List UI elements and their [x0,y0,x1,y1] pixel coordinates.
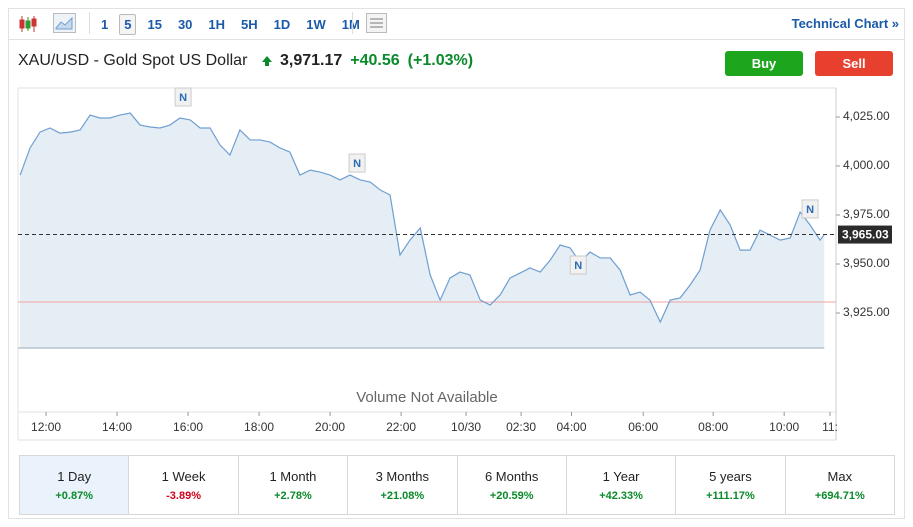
period-cell[interactable]: 1 Year +42.33% [567,456,677,514]
news-marker[interactable] [174,87,192,107]
period-cell[interactable]: 1 Week -3.89% [129,456,239,514]
x-tick-label: 02:30 [506,420,536,434]
period-cell[interactable]: 3 Months +21.08% [348,456,458,514]
widget-frame [8,8,905,519]
sell-button[interactable]: Sell [815,51,893,76]
news-marker[interactable] [348,153,366,173]
price-change: +40.56 [350,52,400,69]
separator [89,12,90,34]
y-tick-label: 3,950.00 [843,256,890,270]
period-cell[interactable]: 1 Day +0.87% [20,456,130,514]
interval-button[interactable]: 30 [177,17,193,32]
interval-group: 1 5 15 30 1H 5H 1D 1W 1M [96,14,365,35]
x-tick-label: 18:00 [244,420,274,434]
period-change: -3.89% [166,489,201,502]
up-arrow [262,56,272,66]
interval-button[interactable]: 1 [101,17,109,32]
x-tick-label: 06:00 [628,420,658,434]
news-marker-label: N [353,158,361,170]
period-table: 1 Day +0.87% 1 Week -3.89% 1 Month +2.78% 3 Mo… [19,455,895,515]
x-tick-label: 14:00 [102,420,132,434]
price-group: 3,971.17 +40.56 (+1.03%) [262,52,473,70]
x-tick-label: 22:00 [386,420,416,434]
x-tick-label: 08:00 [698,420,728,434]
period-cell[interactable]: 5 years +111.17% [676,456,786,514]
interval-button[interactable]: 1W [306,17,326,32]
y-tick-label: 4,000.00 [843,158,890,172]
interval-button[interactable]: 1M [341,17,360,32]
news-marker-label: N [574,260,582,272]
period-change: +42.33% [599,489,643,502]
current-price-box [838,225,892,244]
interval-button[interactable]: 1D [273,17,291,32]
period-change: +2.78% [274,489,312,502]
price-change-percent: (+1.03%) [407,52,474,69]
price: 3,971.17 [280,52,343,69]
period-change: +20.59% [489,489,534,502]
period-change: +111.17% [706,489,755,502]
y-tick-label: 3,925.00 [843,305,890,319]
news-marker[interactable] [569,255,587,275]
x-tick-label: 04:00 [556,420,586,434]
current-price-label: 3,965.03 [842,228,889,242]
x-tick-label: 16:00 [173,420,203,434]
period-label: 1 Month [269,468,317,484]
area-icon[interactable] [53,13,76,33]
x-tick-label: 10/30 [451,420,481,434]
x-tick-label: 10:00 [769,420,799,434]
instrument-title: XAU/USD - Gold Spot US Dollar [18,52,248,69]
x-tick-label: 20:00 [315,420,345,434]
period-label: 1 Day [57,468,92,484]
interval-button[interactable]: 5 [119,14,137,35]
news-marker-label: N [806,204,814,216]
period-change: +694.71% [814,489,865,502]
news-marker-label: N [179,92,187,104]
table-icon[interactable] [366,13,387,33]
chart: Investing.com3,925.003,950.003,975.004,0… [17,87,892,441]
y-tick-label: 3,975.00 [843,207,890,221]
candle-icon[interactable] [18,14,40,34]
x-tick-label: 12:00 [31,420,61,434]
separator [352,12,353,34]
volume-note: Volume Not Available [356,389,497,406]
y-tick-label: 4,025.00 [843,109,890,123]
period-label: 5 years [709,468,752,484]
period-cell[interactable]: 6 Months +20.59% [458,456,567,514]
area [20,113,825,348]
technical-chart-link[interactable]: Technical Chart » [791,16,899,31]
x-tick-label: 11: [822,420,838,434]
price-line [19,112,825,324]
interval-button[interactable]: 5H [241,17,258,32]
news-marker[interactable] [801,199,819,219]
interval-button[interactable]: 15 [147,17,162,32]
period-change: +21.08% [380,489,425,502]
period-cell[interactable]: 1 Month +2.78% [239,456,349,514]
period-label: Max [827,468,853,484]
period-change: +0.87% [55,489,93,502]
period-label: 1 Week [161,468,206,484]
toolbar [8,8,905,40]
interval-button[interactable]: 1H [208,17,226,32]
period-label: 3 Months [375,468,430,484]
period-cell[interactable]: Max +694.71% [786,456,894,514]
period-label: 1 Year [602,468,640,484]
buy-button[interactable]: Buy [725,51,803,76]
period-label: 6 Months [484,468,539,484]
